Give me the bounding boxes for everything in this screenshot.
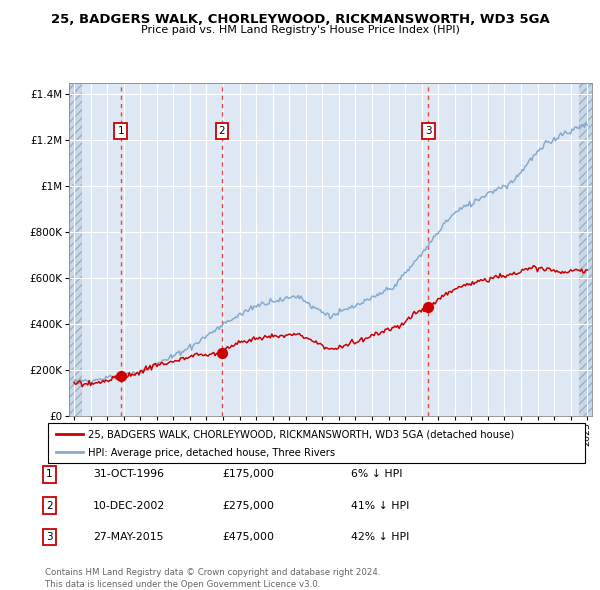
FancyBboxPatch shape	[48, 423, 585, 463]
Bar	[69, 83, 82, 416]
Text: 1: 1	[118, 126, 124, 136]
Point	[424, 302, 433, 312]
Text: HPI: Average price, detached house, Three Rivers: HPI: Average price, detached house, Thre…	[88, 448, 335, 458]
Text: 25, BADGERS WALK, CHORLEYWOOD, RICKMANSWORTH, WD3 5GA (detached house): 25, BADGERS WALK, CHORLEYWOOD, RICKMANSW…	[88, 430, 515, 440]
Text: 3: 3	[425, 126, 432, 136]
Text: Price paid vs. HM Land Registry's House Price Index (HPI): Price paid vs. HM Land Registry's House …	[140, 25, 460, 35]
Text: Contains HM Land Registry data © Crown copyright and database right 2024.
This d: Contains HM Land Registry data © Crown c…	[45, 568, 380, 589]
Text: 1: 1	[46, 470, 53, 479]
Text: £275,000: £275,000	[222, 501, 274, 510]
Text: 2: 2	[218, 126, 225, 136]
Text: 31-OCT-1996: 31-OCT-1996	[93, 470, 164, 479]
Bar	[579, 83, 592, 416]
Text: 6% ↓ HPI: 6% ↓ HPI	[351, 470, 403, 479]
Text: 25, BADGERS WALK, CHORLEYWOOD, RICKMANSWORTH, WD3 5GA: 25, BADGERS WALK, CHORLEYWOOD, RICKMANSW…	[50, 13, 550, 26]
Point	[116, 371, 125, 381]
Text: 27-MAY-2015: 27-MAY-2015	[93, 532, 163, 542]
Text: 42% ↓ HPI: 42% ↓ HPI	[351, 532, 409, 542]
Point	[217, 348, 227, 358]
Text: £475,000: £475,000	[222, 532, 274, 542]
Text: 41% ↓ HPI: 41% ↓ HPI	[351, 501, 409, 510]
Text: 10-DEC-2002: 10-DEC-2002	[93, 501, 165, 510]
Text: £175,000: £175,000	[222, 470, 274, 479]
Text: 3: 3	[46, 532, 53, 542]
Text: 2: 2	[46, 501, 53, 510]
